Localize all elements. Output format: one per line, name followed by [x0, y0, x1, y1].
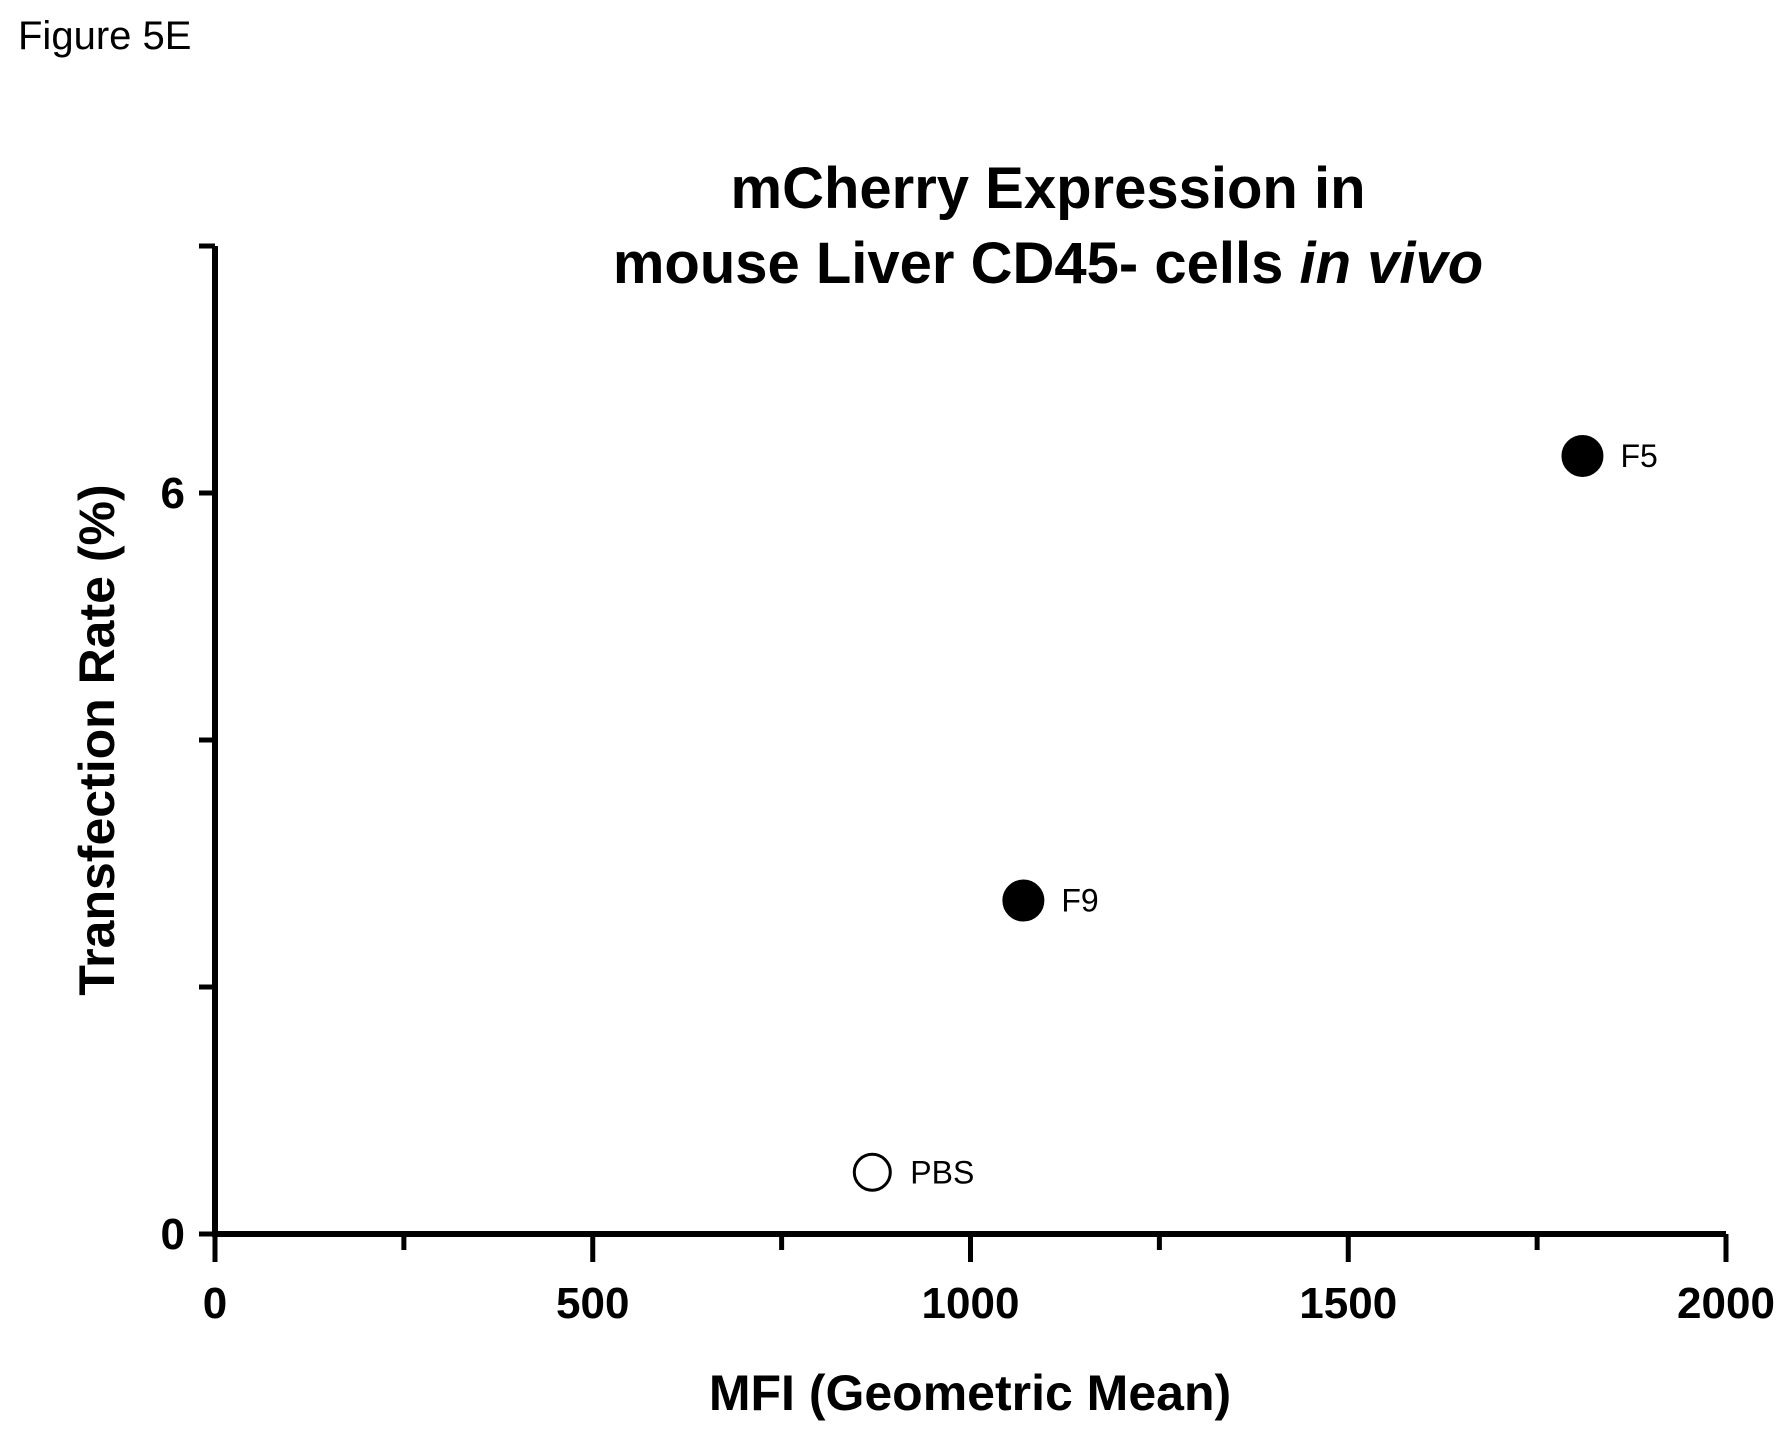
y-axis-ticks: 06	[161, 243, 215, 1259]
y-tick-label: 0	[161, 1210, 185, 1259]
x-tick-label: 1000	[922, 1279, 1020, 1328]
x-axis-label: MFI (Geometric Mean)	[709, 1365, 1231, 1421]
data-point-label-pbs: PBS	[910, 1154, 974, 1190]
data-point-f9	[1002, 879, 1045, 922]
x-tick-label: 2000	[1677, 1279, 1775, 1328]
x-tick-label: 500	[556, 1279, 629, 1328]
chart-title-line2-text: mouse Liver CD45- cells	[613, 231, 1300, 296]
data-point-label-f5: F5	[1620, 438, 1657, 474]
x-tick-label: 1500	[1299, 1279, 1397, 1328]
x-tick-label: 0	[203, 1279, 227, 1328]
chart-title-line1: mCherry Expression in	[731, 156, 1366, 221]
chart-title-line2-italic: in vivo	[1299, 231, 1483, 296]
data-points: F5 F9 PBS	[852, 434, 1658, 1192]
data-point-label-f9: F9	[1061, 883, 1098, 919]
figure-label: Figure 5E	[18, 14, 192, 58]
x-axis-ticks: 0 500 1000 1500 2000	[203, 1234, 1775, 1328]
chart-title-line2: mouse Liver CD45- cells in vivo	[613, 231, 1483, 296]
data-point-f5	[1561, 434, 1604, 477]
data-point-pbs	[852, 1152, 892, 1192]
y-tick-label: 6	[161, 469, 185, 518]
y-axis-label: Transfection Rate (%)	[69, 484, 125, 995]
